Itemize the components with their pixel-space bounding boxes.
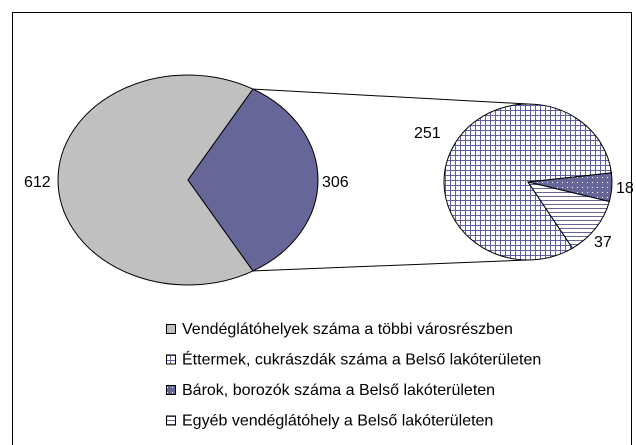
pie-slice	[187, 88, 319, 272]
data-label: 18	[616, 180, 634, 197]
legend-swatch	[166, 385, 176, 395]
data-label: 612	[24, 174, 51, 191]
pie-slice	[526, 181, 610, 249]
pie-slice	[57, 74, 254, 286]
connector-line	[252, 259, 529, 272]
legend-label: Éttermek, cukrászdák száma a Belső lakót…	[182, 350, 541, 369]
data-label: 37	[594, 234, 612, 251]
legend-label: Egyéb vendéglátóhely a Belső lakóterület…	[182, 413, 493, 430]
legend-swatch	[166, 415, 176, 426]
data-label: 251	[414, 125, 441, 142]
legend-label: Bárok, borozók száma a Belső lakóterület…	[182, 382, 495, 399]
legend-label: Vendéglátóhelyek száma a többi városrész…	[182, 321, 513, 338]
legend-swatch	[166, 324, 176, 334]
legend-swatch	[166, 354, 176, 365]
connector-line	[252, 88, 529, 105]
data-label: 306	[322, 174, 349, 191]
